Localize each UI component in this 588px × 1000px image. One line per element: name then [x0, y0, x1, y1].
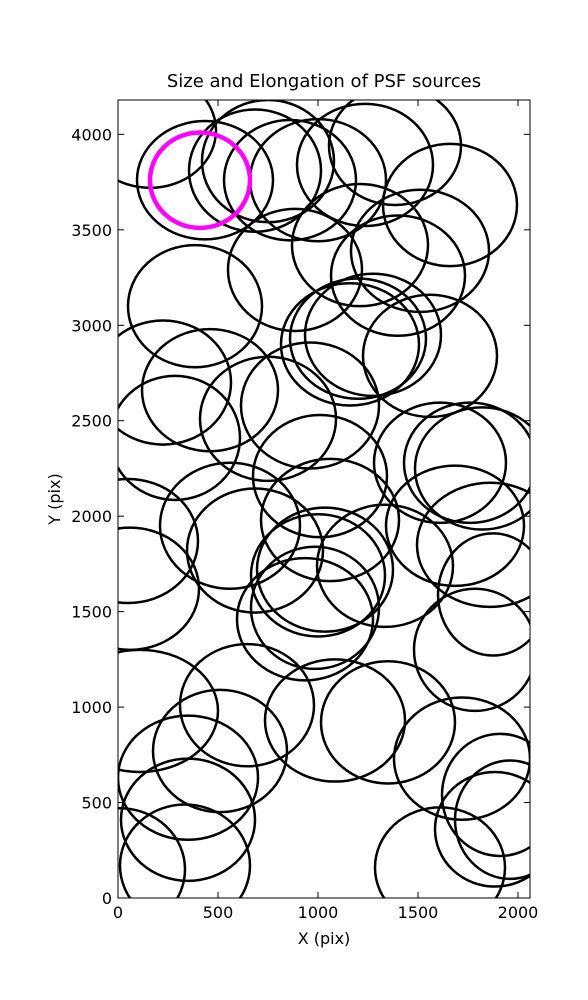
x-tick-label: 500	[203, 903, 234, 922]
psf-ellipse	[290, 182, 430, 308]
psf-ellipse	[118, 319, 233, 446]
psf-ellipse	[151, 688, 289, 814]
y-tick-label: 500	[81, 794, 112, 813]
psf-ellipse	[384, 464, 526, 588]
psf-ellipse	[349, 188, 491, 314]
psf-ellipse	[412, 587, 530, 713]
psf-ellipse	[126, 243, 264, 369]
psf-ellipse	[288, 277, 428, 401]
psf-ellipse	[392, 696, 530, 821]
psf-ellipse	[118, 648, 220, 774]
psf-ellipse	[319, 660, 457, 785]
psf-ellipse	[259, 457, 401, 583]
psf-ellipse	[118, 807, 187, 898]
psf-ellipse	[327, 100, 463, 207]
y-tick-label: 1500	[71, 603, 112, 622]
psf-ellipse	[453, 759, 530, 881]
psf-ellipse	[315, 503, 455, 629]
psf-ellipse	[249, 545, 381, 671]
psf-ellipse	[178, 642, 316, 768]
psf-ellipse	[255, 506, 395, 633]
psf-ellipse	[433, 770, 530, 888]
psf-ellipse	[118, 803, 252, 898]
psf-ellipse	[372, 401, 508, 525]
psf-ellipse	[279, 282, 421, 407]
plot-frame	[117, 99, 531, 899]
psf-ellipse	[415, 481, 530, 609]
psf-ellipse	[361, 293, 499, 419]
x-tick-label: 0	[113, 903, 123, 922]
psf-ellipse	[402, 401, 530, 525]
x-tick-label: 1000	[298, 903, 339, 922]
y-tick-label: 0	[102, 889, 112, 908]
y-tick-label: 3000	[71, 316, 112, 335]
y-tick-label: 2000	[71, 507, 112, 526]
x-tick-label: 1500	[398, 903, 439, 922]
psf-ellipse	[436, 532, 530, 657]
y-tick-label: 1000	[71, 698, 112, 717]
psf-ellipse	[140, 327, 280, 453]
y-axis-label: Y (pix)	[45, 473, 64, 525]
psf-ellipse	[263, 658, 407, 783]
psf-ellipse	[249, 513, 387, 638]
psf-ellipse	[303, 272, 443, 398]
y-tick-label: 4000	[71, 125, 112, 144]
psf-ellipse	[222, 118, 358, 242]
x-axis-label: X (pix)	[298, 929, 351, 948]
psf-ellipse	[135, 119, 275, 241]
psf-ellipse	[329, 214, 467, 338]
psf-ellipse	[185, 487, 325, 614]
psf-ellipse	[251, 413, 389, 539]
x-tick-label: 2000	[498, 903, 539, 922]
psf-ellipse	[239, 341, 381, 470]
psf-ellipse	[235, 556, 375, 682]
psf-ellipse	[381, 142, 519, 268]
y-tick-label: 3500	[71, 221, 112, 240]
psf-ellipse	[440, 732, 530, 858]
psf-ellipse	[118, 374, 242, 502]
psf-ellipse	[118, 477, 200, 605]
psf-ellipse	[413, 406, 530, 531]
chart-title: Size and Elongation of PSF sources	[167, 71, 481, 92]
psf-ellipse	[119, 757, 257, 883]
y-tick-label: 2500	[71, 412, 112, 431]
psf-ellipse	[158, 461, 302, 590]
psf-ellipse	[118, 714, 260, 842]
psf-ellipse	[118, 526, 201, 652]
psf-ellipse	[226, 207, 364, 333]
psf-ellipse	[373, 806, 507, 898]
psf-ellipse	[147, 130, 253, 231]
psf-ellipse	[295, 102, 435, 228]
plot-area	[118, 100, 530, 898]
